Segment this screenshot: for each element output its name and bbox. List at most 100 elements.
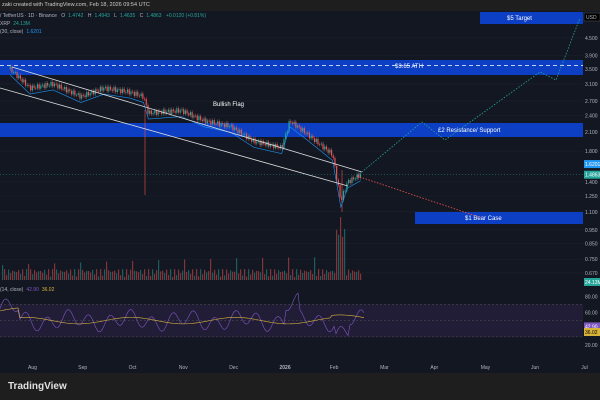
volume-bar: [316, 275, 318, 280]
candle: [72, 90, 74, 95]
candle: [103, 87, 105, 91]
volume-bar: [82, 269, 84, 280]
candle: [9, 66, 11, 70]
axis-badge-label: 24.13M: [585, 280, 600, 286]
time-tick-label: Aug: [28, 365, 37, 371]
candle: [325, 146, 328, 150]
volume-bar: [72, 275, 74, 280]
candle: [332, 155, 334, 159]
candle: [312, 135, 314, 139]
volume-bar: [8, 269, 10, 280]
candle: [47, 83, 49, 86]
volume-bar: [64, 271, 66, 280]
volume-bar: [308, 272, 310, 280]
currency-button[interactable]: [583, 12, 600, 22]
candle: [222, 123, 224, 124]
volume-bar: [170, 269, 172, 280]
volume-bar: [12, 270, 14, 280]
candle: [169, 109, 171, 114]
candle: [121, 88, 124, 94]
volume-bar: [196, 269, 198, 280]
candle: [96, 89, 98, 91]
candle: [336, 166, 338, 180]
candle: [41, 84, 44, 86]
target-zone: [480, 12, 583, 24]
volume-bar: [36, 272, 38, 280]
volume-bar: [274, 269, 276, 280]
tradingview-logo[interactable]: TradingView: [8, 381, 67, 392]
candle: [186, 110, 188, 114]
rsi-ma-value: 36.02: [41, 287, 55, 293]
candle: [108, 86, 110, 92]
volume-bar: [142, 274, 144, 280]
volume-bar: [326, 270, 328, 280]
candle: [40, 85, 42, 89]
candle: [349, 180, 351, 183]
volume-bar: [6, 274, 8, 280]
candle: [261, 141, 263, 146]
volume-bar: [214, 269, 216, 280]
volume-bar: [282, 271, 284, 280]
moving-average-line: [10, 74, 361, 209]
volume-bar: [166, 269, 168, 280]
candle: [64, 87, 66, 90]
volume-bar: [270, 269, 272, 280]
volume-bar: [338, 234, 340, 280]
volume-value: 24.13M: [13, 21, 30, 27]
volume-bar: [226, 269, 228, 280]
candle: [171, 109, 173, 114]
volume-bar: [290, 275, 292, 280]
attribution-bar: zaki created with TradingView.com, Feb 1…: [0, 0, 600, 11]
candle: [138, 95, 141, 97]
volume-bar: [140, 270, 142, 280]
candle: [133, 92, 135, 96]
candle: [291, 122, 294, 124]
time-tick-label: Feb: [330, 365, 339, 371]
candle: [172, 109, 175, 112]
candle: [16, 72, 18, 79]
candle: [118, 89, 120, 90]
volume-bar: [300, 269, 302, 280]
volume-bar: [292, 269, 294, 280]
low-value: 1.4635: [119, 13, 136, 19]
l-label: L: [114, 13, 117, 19]
volume-bar: [2, 265, 4, 280]
volume-bar: [48, 269, 50, 280]
volume-bar: [34, 269, 36, 280]
candle: [279, 145, 282, 149]
candle: [249, 135, 251, 139]
volume-bar: [278, 270, 280, 280]
volume-bar: [138, 272, 140, 280]
candle: [30, 85, 32, 91]
candle: [203, 118, 205, 122]
price-tick-label: 0.670: [585, 271, 598, 277]
volume-bar: [56, 269, 58, 280]
volume-bar: [172, 276, 174, 280]
candle: [327, 149, 329, 153]
candle: [210, 120, 212, 125]
ma-label: (30, close): [0, 29, 24, 35]
candle: [74, 90, 76, 96]
volume-bar: [212, 272, 214, 280]
candle: [24, 79, 27, 86]
price-tick-label: 0.950: [585, 228, 598, 234]
candle: [313, 138, 316, 143]
price-tick-label: 0.850: [585, 242, 598, 248]
volume-bar: [236, 258, 238, 280]
bear-projection-path: [356, 175, 483, 219]
candle: [281, 145, 283, 148]
volume-bar: [58, 273, 60, 280]
volume-bar: [18, 270, 20, 280]
axis-badge-label: 1.6201: [585, 162, 600, 168]
price-axis: [583, 11, 600, 373]
candle: [293, 121, 295, 124]
candle: [244, 133, 246, 135]
candle: [13, 72, 15, 74]
candle: [183, 109, 185, 115]
candle: [132, 91, 134, 93]
candle: [26, 85, 28, 86]
volume-bar: [38, 271, 40, 280]
candle: [84, 95, 86, 97]
candle: [308, 132, 311, 139]
